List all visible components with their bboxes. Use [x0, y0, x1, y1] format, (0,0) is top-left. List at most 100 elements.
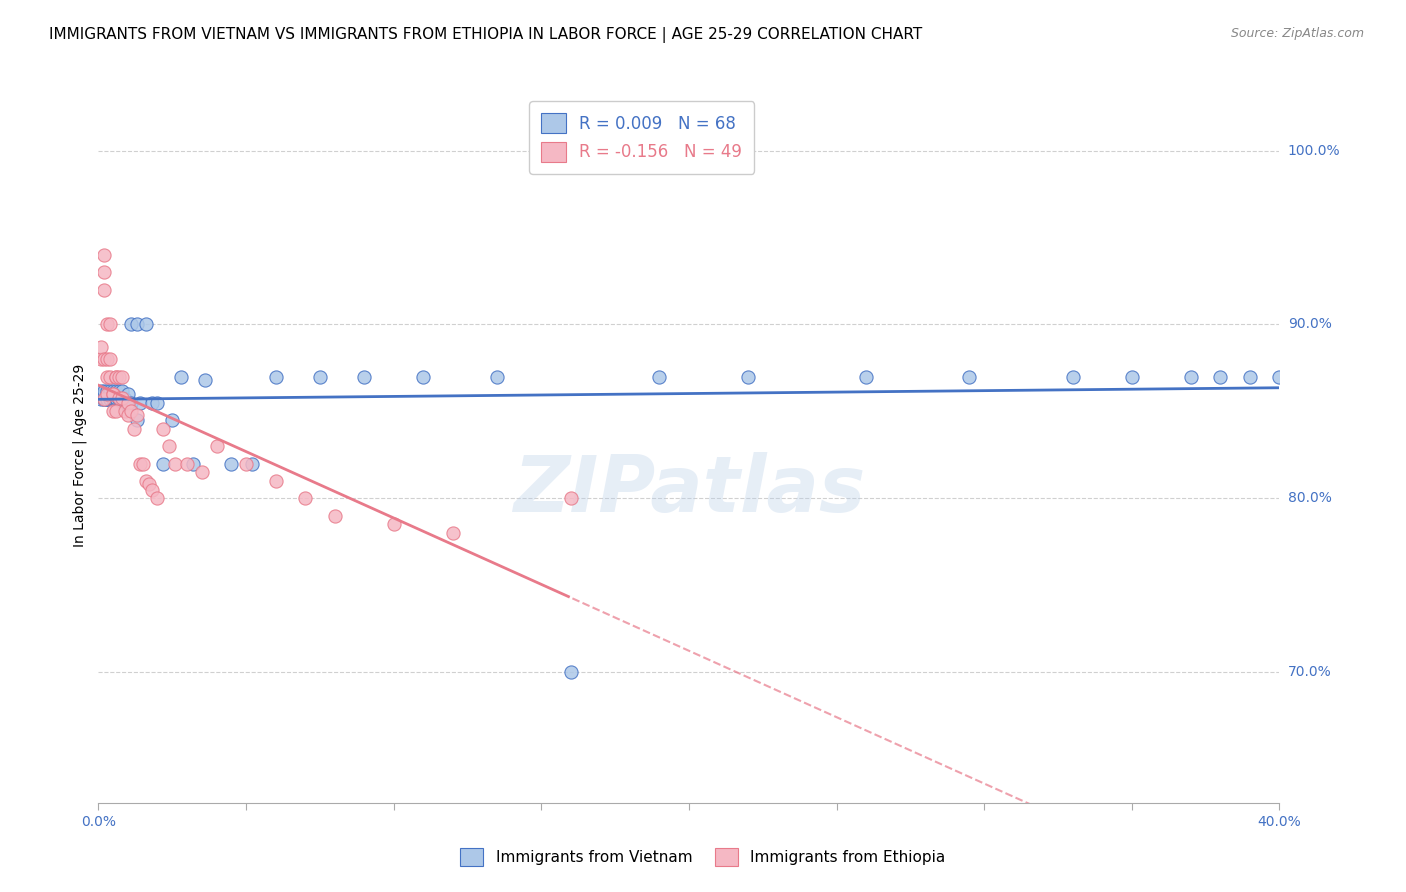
Point	[93, 265, 115, 279]
Point	[353, 369, 375, 384]
Point	[93, 392, 115, 407]
Point	[165, 457, 187, 471]
Point	[125, 413, 148, 427]
Point	[141, 483, 163, 497]
Point	[93, 387, 115, 401]
Point	[117, 408, 139, 422]
Point	[111, 392, 134, 407]
Point	[1268, 369, 1291, 384]
Point	[103, 392, 125, 407]
Point	[117, 395, 139, 409]
Point	[117, 387, 139, 401]
Point	[105, 384, 128, 398]
Point	[114, 395, 136, 409]
Point	[412, 369, 434, 384]
Point	[105, 391, 128, 405]
Point	[240, 457, 263, 471]
Point	[96, 384, 118, 398]
Point	[103, 387, 125, 401]
Point	[135, 318, 157, 332]
Point	[205, 439, 228, 453]
Point	[125, 408, 148, 422]
Text: IMMIGRANTS FROM VIETNAM VS IMMIGRANTS FROM ETHIOPIA IN LABOR FORCE | AGE 25-29 C: IMMIGRANTS FROM VIETNAM VS IMMIGRANTS FR…	[49, 27, 922, 43]
Point	[93, 392, 115, 407]
Y-axis label: In Labor Force | Age 25-29: In Labor Force | Age 25-29	[73, 363, 87, 547]
Legend: R = 0.009   N = 68, R = -0.156   N = 49: R = 0.009 N = 68, R = -0.156 N = 49	[530, 102, 754, 174]
Point	[103, 404, 125, 418]
Point	[221, 457, 243, 471]
Point	[96, 392, 118, 407]
Point	[191, 466, 214, 480]
Point	[98, 352, 121, 367]
Point	[103, 391, 125, 405]
Point	[132, 457, 155, 471]
Point	[560, 491, 582, 506]
Point	[108, 391, 131, 405]
Point	[105, 387, 128, 401]
Point	[441, 526, 464, 541]
Point	[157, 439, 180, 453]
Point	[122, 422, 145, 436]
Point	[128, 395, 150, 409]
Point	[96, 352, 118, 367]
Point	[382, 517, 405, 532]
Point	[117, 395, 139, 409]
Legend: Immigrants from Vietnam, Immigrants from Ethiopia: Immigrants from Vietnam, Immigrants from…	[451, 838, 955, 875]
Point	[103, 392, 125, 407]
Point	[146, 491, 169, 506]
Point	[235, 457, 257, 471]
Text: Source: ZipAtlas.com: Source: ZipAtlas.com	[1230, 27, 1364, 40]
Point	[146, 395, 169, 409]
Point	[105, 369, 128, 384]
Text: 90.0%: 90.0%	[1288, 318, 1331, 332]
Point	[96, 392, 118, 407]
Point	[181, 457, 204, 471]
Point	[120, 404, 142, 418]
Point	[90, 340, 112, 354]
Point	[560, 665, 582, 680]
Point	[486, 369, 509, 384]
Text: 80.0%: 80.0%	[1288, 491, 1331, 506]
Point	[152, 457, 174, 471]
Point	[323, 508, 346, 523]
Point	[93, 384, 115, 398]
Point	[90, 384, 112, 398]
Point	[309, 369, 332, 384]
Point	[855, 369, 877, 384]
Point	[98, 392, 121, 407]
Point	[120, 318, 142, 332]
Point	[170, 369, 193, 384]
Text: 70.0%: 70.0%	[1288, 665, 1331, 680]
Point	[194, 373, 217, 387]
Point	[264, 369, 287, 384]
Point	[96, 387, 118, 401]
Point	[141, 395, 163, 409]
Point	[264, 474, 287, 488]
Point	[93, 248, 115, 262]
Point	[96, 369, 118, 384]
Point	[98, 369, 121, 384]
Point	[111, 391, 134, 405]
Point	[98, 392, 121, 407]
Point	[294, 491, 316, 506]
Point	[98, 387, 121, 401]
Point	[1239, 369, 1261, 384]
Point	[90, 387, 112, 401]
Point	[737, 369, 759, 384]
Point	[120, 395, 142, 409]
Point	[90, 392, 112, 407]
Text: 100.0%: 100.0%	[1288, 144, 1340, 158]
Point	[1180, 369, 1202, 384]
Point	[103, 392, 125, 407]
Point	[93, 391, 115, 405]
Point	[103, 387, 125, 401]
Point	[138, 477, 160, 491]
Point	[96, 392, 118, 407]
Point	[90, 352, 112, 367]
Point	[103, 384, 125, 398]
Point	[1121, 369, 1143, 384]
Text: ZIPatlas: ZIPatlas	[513, 451, 865, 528]
Point	[108, 369, 131, 384]
Point	[125, 318, 148, 332]
Point	[105, 392, 128, 407]
